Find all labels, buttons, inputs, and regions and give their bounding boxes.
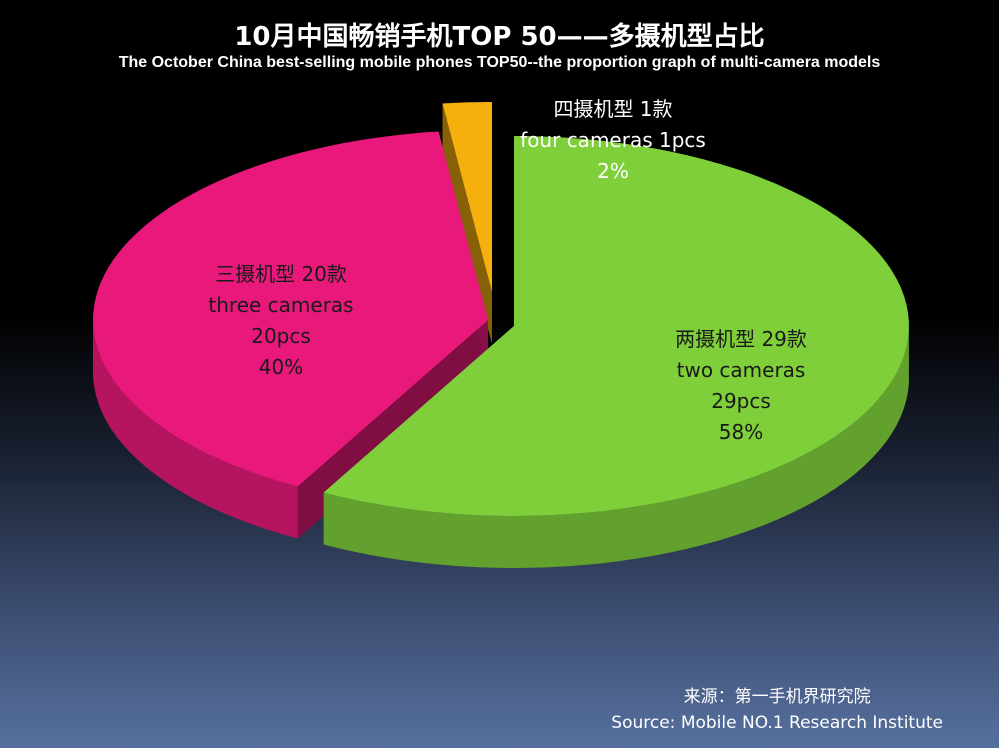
slice-label-two-percent: 58%	[718, 420, 764, 444]
slice-label-four-cn: 四摄机型 1款	[553, 97, 673, 121]
slice-two-cameras-top	[323, 136, 909, 516]
slice-three-cameras-rim	[93, 320, 298, 539]
source-en: Source: Mobile NO.1 Research Institute	[611, 713, 943, 733]
chart-title: 10月中国畅销手机TOP 50——多摄机型占比	[234, 22, 765, 52]
slice-label-two-cn: 两摄机型 29款	[675, 327, 807, 351]
slice-label-four-en: four cameras 1pcs	[520, 128, 706, 152]
slice-four-cameras-wall	[442, 103, 492, 345]
slice-label-three-percent: 40%	[258, 355, 304, 379]
slice-four-cameras	[442, 102, 492, 345]
slice-four-cameras-top	[442, 102, 492, 292]
slice-three-cameras-top	[93, 131, 488, 487]
slice-label-three-en: three cameras	[208, 293, 354, 317]
slice-label-two-count: 29pcs	[711, 389, 771, 413]
slice-two-cameras-rim	[323, 330, 909, 568]
source-note: 来源：第一手机界研究院 Source: Mobile NO.1 Research…	[611, 684, 943, 736]
slice-label-four-percent: 2%	[597, 159, 629, 183]
chart-subtitle: The October China best-selling mobile ph…	[118, 54, 881, 71]
source-cn: 来源：第一手机界研究院	[683, 687, 871, 707]
slice-label-two-cameras: 两摄机型 29款 two cameras 29pcs 58%	[636, 324, 846, 448]
slice-two-cameras	[323, 136, 909, 568]
slice-label-three-cameras: 三摄机型 20款 three cameras 20pcs 40%	[176, 259, 386, 383]
slice-label-two-en: two cameras	[676, 358, 806, 382]
slice-label-three-count: 20pcs	[251, 324, 311, 348]
slice-label-four-cameras: 四摄机型 1款 four cameras 1pcs 2%	[493, 94, 733, 187]
slice-label-three-cn: 三摄机型 20款	[215, 262, 347, 286]
